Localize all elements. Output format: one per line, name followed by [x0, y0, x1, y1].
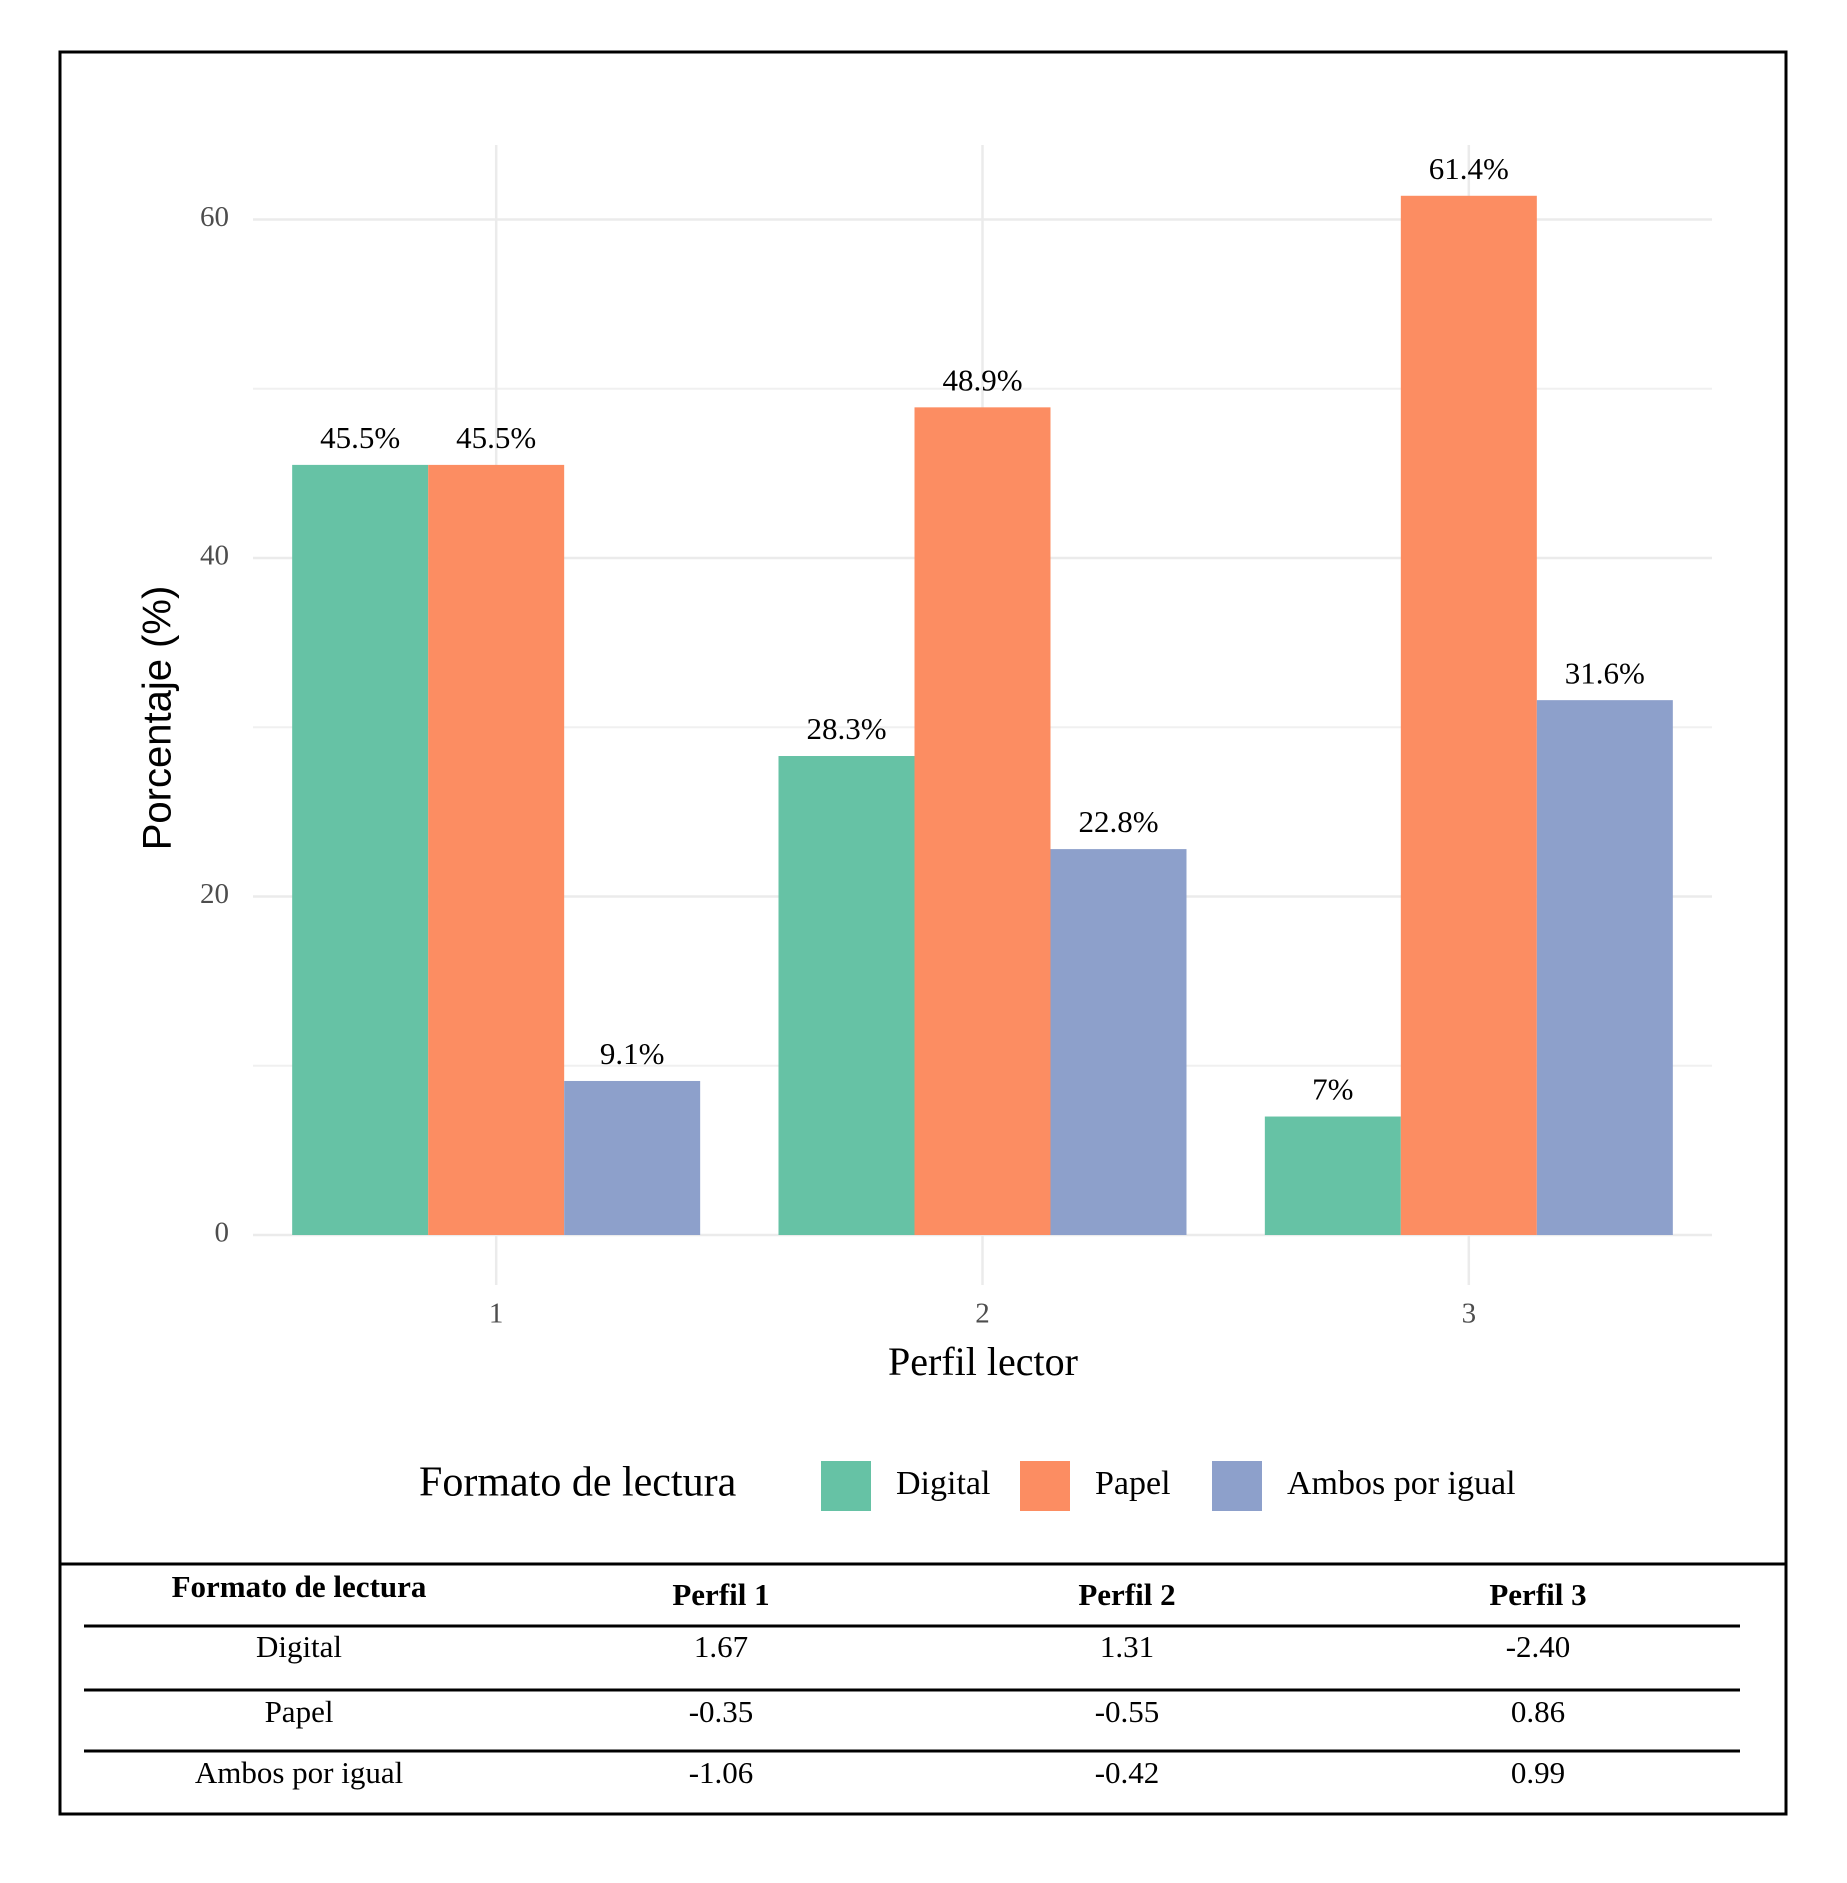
legend-key — [821, 1461, 871, 1511]
value-label: 28.3% — [806, 711, 886, 746]
x-tick-label: 1 — [489, 1298, 504, 1330]
bar — [428, 464, 565, 1235]
table-cell: -0.55 — [1095, 1694, 1160, 1729]
table-header: Perfil 2 — [1078, 1577, 1175, 1612]
table-cell: 1.31 — [1100, 1629, 1154, 1664]
table-cell: 1.67 — [694, 1629, 748, 1664]
bar — [564, 1080, 701, 1235]
x-tick-label: 3 — [1462, 1298, 1477, 1330]
bar — [914, 407, 1051, 1235]
value-label: 61.4% — [1429, 151, 1509, 186]
value-label: 31.6% — [1565, 655, 1645, 690]
bar — [1536, 700, 1673, 1235]
legend-label: Papel — [1095, 1465, 1171, 1502]
table-cell: 0.86 — [1511, 1694, 1565, 1729]
x-axis-title: Perfil lector — [888, 1339, 1078, 1384]
y-tick-label: 20 — [200, 878, 229, 910]
bar — [1400, 195, 1537, 1236]
table-cell: -1.06 — [689, 1755, 754, 1790]
value-label: 7% — [1312, 1072, 1353, 1107]
table-header: Perfil 1 — [672, 1577, 769, 1612]
legend-title: Formato de lectura — [419, 1460, 737, 1506]
frame — [58, 50, 1788, 1816]
table-header: Perfil 3 — [1489, 1577, 1586, 1612]
x-tick-label: 2 — [975, 1298, 990, 1330]
value-label: 48.9% — [942, 362, 1022, 397]
table-cell: 0.99 — [1511, 1755, 1565, 1790]
table-cell: -0.35 — [689, 1694, 754, 1729]
table-cell: Ambos por igual — [195, 1755, 403, 1790]
y-tick-label: 60 — [200, 201, 229, 233]
bar — [778, 756, 915, 1235]
table-cell: Digital — [256, 1629, 342, 1664]
table-header: Formato de lectura — [172, 1569, 427, 1604]
y-axis-title: Porcentaje (%) — [136, 586, 180, 851]
legend-key — [1212, 1461, 1262, 1511]
value-label: 22.8% — [1078, 804, 1158, 839]
legend-label: Digital — [896, 1465, 990, 1502]
legend-key — [1020, 1461, 1070, 1511]
bar — [1050, 849, 1187, 1235]
y-tick-label: 0 — [215, 1217, 230, 1249]
value-label: 45.5% — [456, 420, 536, 455]
bar — [1264, 1116, 1401, 1235]
value-label: 9.1% — [600, 1036, 665, 1071]
table-cell: -0.42 — [1095, 1755, 1160, 1790]
value-label: 45.5% — [320, 420, 400, 455]
bar — [292, 464, 429, 1235]
table-cell: Papel — [265, 1694, 334, 1729]
y-tick-label: 40 — [200, 540, 229, 572]
legend-label: Ambos por igual — [1287, 1465, 1516, 1502]
table-cell: -2.40 — [1506, 1629, 1571, 1664]
